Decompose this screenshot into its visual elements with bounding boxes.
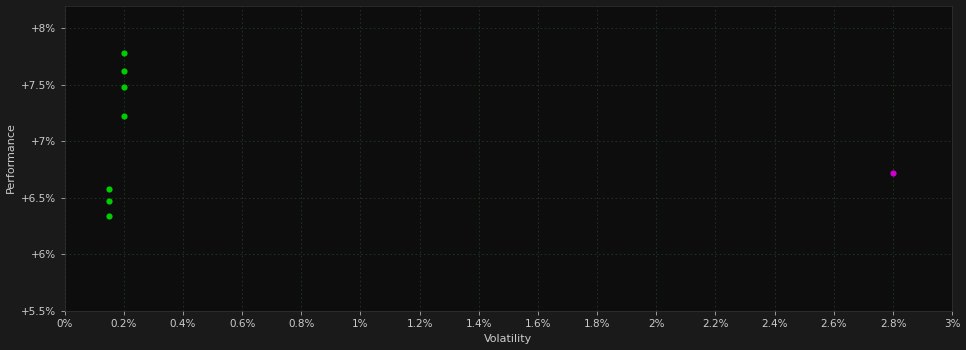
Point	[116, 68, 131, 74]
X-axis label: Volatility: Volatility	[484, 335, 532, 344]
Y-axis label: Performance: Performance	[6, 122, 15, 194]
Point	[116, 113, 131, 119]
Point	[101, 186, 117, 191]
Point	[101, 198, 117, 204]
Point	[116, 84, 131, 90]
Point	[101, 213, 117, 218]
Point	[116, 50, 131, 56]
Point	[885, 170, 900, 176]
